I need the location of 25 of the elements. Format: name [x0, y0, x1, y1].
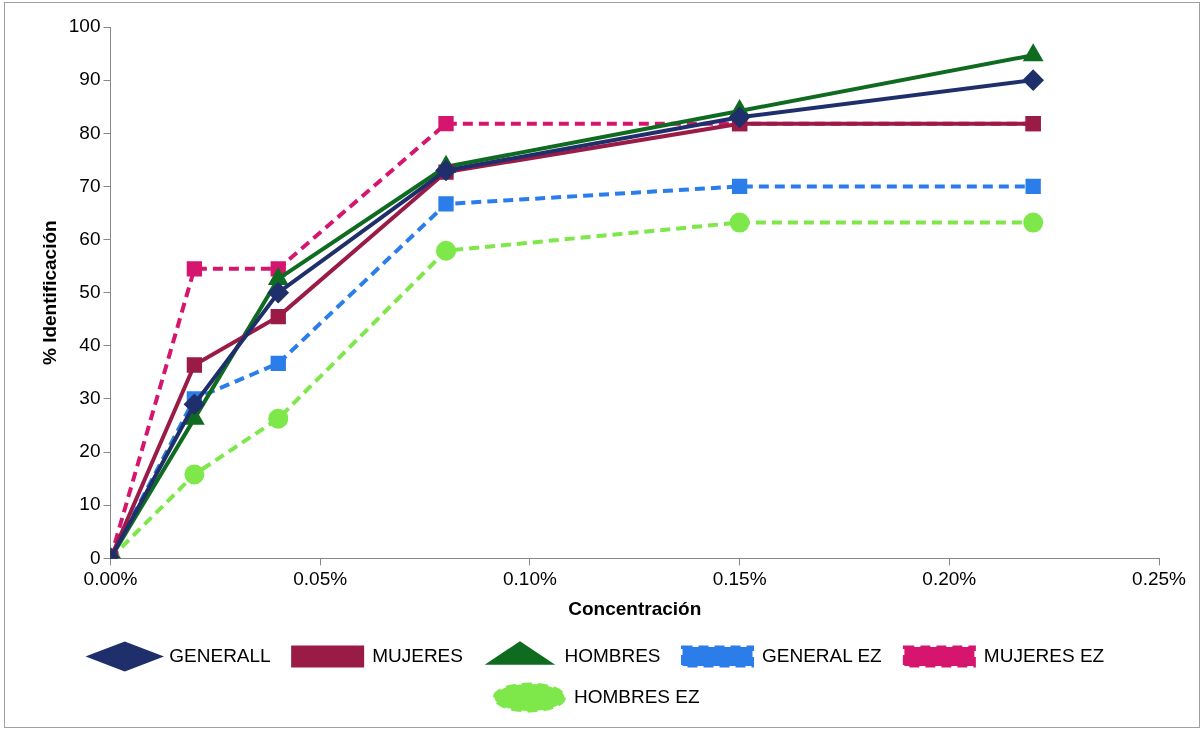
x-tick-label: 0.05%	[293, 568, 348, 590]
y-tick-label: 10	[79, 493, 101, 515]
y-tick-label: 30	[79, 387, 101, 409]
y-tick-label: 80	[79, 121, 101, 143]
legend-label: HOMBRES EZ	[573, 685, 700, 707]
x-tick-label: 0.25%	[1132, 568, 1187, 590]
legend-label: HOMBRES	[564, 644, 661, 666]
y-tick-label: 0	[89, 546, 101, 568]
y-tick-label: 50	[79, 280, 101, 302]
x-axis-title: Concentración	[568, 597, 702, 619]
legend-label: MUJERES	[372, 644, 463, 666]
legend-label: GENERAL EZ	[762, 644, 883, 666]
y-tick-label: 90	[79, 68, 101, 90]
x-tick-label: 0.00%	[83, 568, 138, 590]
y-tick-label: 40	[79, 334, 101, 356]
x-tick-label: 0.10%	[502, 568, 557, 590]
x-tick-label: 0.20%	[922, 568, 977, 590]
legend-label: GENERALL	[169, 644, 271, 666]
y-tick-label: 100	[68, 15, 101, 37]
legend-label: MUJERES EZ	[983, 644, 1105, 666]
y-tick-label: 60	[79, 227, 101, 249]
y-tick-label: 20	[79, 440, 101, 462]
x-tick-label: 0.15%	[712, 568, 767, 590]
y-axis-title: % Identificación	[38, 220, 60, 366]
y-tick-label: 70	[79, 174, 101, 196]
